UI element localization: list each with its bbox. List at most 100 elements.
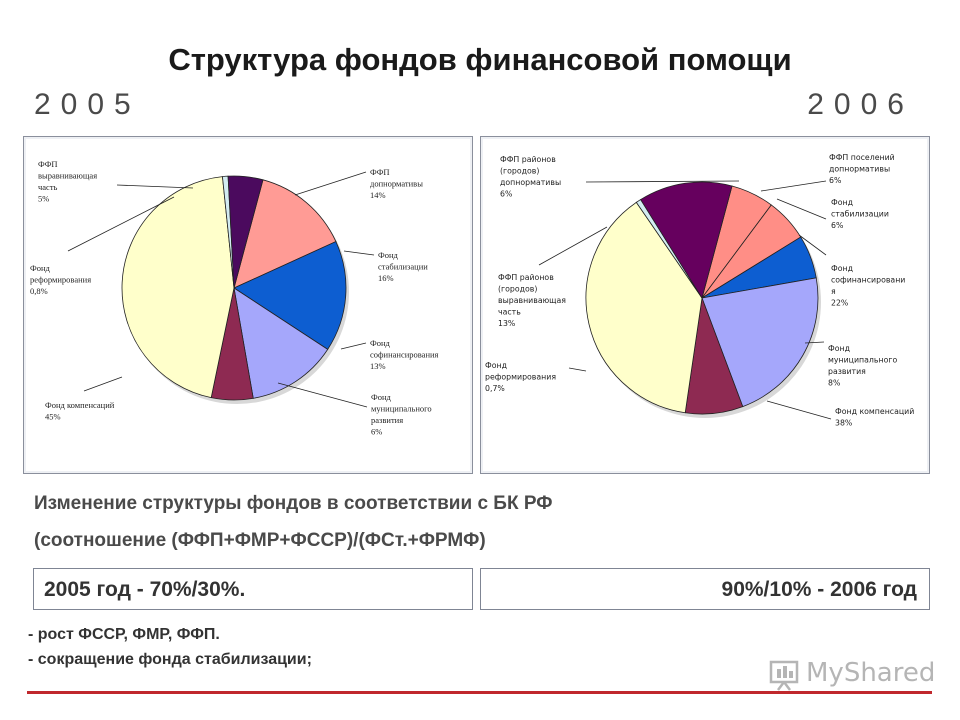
- pie-slice: [233, 179, 337, 289]
- ratio-2006-box: 90%/10% - 2006 год: [480, 568, 930, 610]
- pie-slice-label: Фонд софинансировани я 22%: [831, 264, 905, 308]
- pie-slice-label: Фонд реформирования 0,7%: [485, 361, 556, 393]
- pie-slice-label-line: ФФП поселений: [829, 153, 895, 162]
- pie-slice-label: ФФП выравнивающая часть 5%: [38, 159, 97, 204]
- pie-slice-label-line: 6%: [371, 427, 382, 437]
- pie-slice-label-line: я: [831, 287, 836, 296]
- pie-slice-label-line: допнормативы: [370, 179, 423, 189]
- pie-slice-label-line: Фонд компенсаций: [835, 407, 914, 416]
- caption-line-1: Изменение структуры фондов в соответстви…: [34, 493, 553, 514]
- pie-slice-label: Фонд стабилизации 6%: [831, 198, 889, 230]
- pie-slice-label-line: ФФП районов: [500, 155, 556, 164]
- ratio-2005-box: 2005 год - 70%/30%.: [33, 568, 473, 610]
- pie-slice-label-line: 38%: [835, 419, 852, 428]
- pie-slice-label-line: 13%: [498, 319, 515, 328]
- pie-slice-label-line: 8%: [828, 379, 840, 388]
- pie-slice-label-line: 14%: [370, 190, 386, 200]
- pie-slice-label: ФФП районов (городов) выравнивающая часть 13…: [498, 273, 566, 328]
- note-growth: - рост ФССР, ФМР, ФФП.: [28, 626, 220, 643]
- pie-slice: [233, 241, 347, 350]
- presentation-icon: [769, 660, 799, 691]
- pie-slice-label-line: Фонд компенсаций: [45, 400, 115, 410]
- pie-leader-line: [67, 196, 175, 252]
- pie-slice-label-line: стабилизации: [831, 210, 889, 219]
- pie-leader-line: [568, 367, 587, 372]
- pie-leader-line: [776, 198, 827, 220]
- pie-slice-label-line: Фонд: [371, 392, 392, 402]
- pie-chart-2006-panel: ФФП районов (городов) допнормативы 6% ФФП по…: [480, 136, 930, 474]
- page-title: Структура фондов финансовой помощи: [168, 42, 792, 77]
- pie-slice-label: ФФП районов (городов) допнормативы 6%: [500, 155, 561, 199]
- pie-slice-label: ФФП поселений допнормативы 6%: [829, 153, 895, 185]
- pie-leader-line: [343, 250, 375, 256]
- pie-slice: [121, 176, 235, 399]
- pie-slice: [227, 175, 264, 289]
- pie-slice-label: Фонд стабилизации 16%: [378, 250, 428, 283]
- myshared-logo: MyShared: [768, 656, 935, 692]
- pie-slice-label-line: (городов): [498, 285, 537, 294]
- pie-leader-line: [277, 382, 368, 408]
- ratio-2005-text: 2005 год - 70%/30%.: [44, 578, 246, 601]
- pie-slice: [233, 287, 329, 399]
- pie-leader-line: [116, 184, 194, 189]
- pie-slice-label-line: выравнивающая: [498, 296, 566, 305]
- pie-slice-label-line: 45%: [45, 412, 61, 422]
- pie-slice-label-line: (городов): [500, 167, 539, 176]
- pie-leader-line: [294, 171, 367, 196]
- pie-slice-label: Фонд муниципального развития 8%: [828, 344, 897, 388]
- pie-slice-label: Фонд софинансирования 13%: [370, 338, 439, 371]
- note-reduction: - сокращение фонда стабилизации;: [28, 651, 312, 668]
- pie-leader-line: [766, 400, 832, 420]
- pie-leader-line: [340, 342, 367, 350]
- pie-slice-label: Фонд реформирования 0,8%: [30, 263, 91, 296]
- pie-leader-line: [798, 234, 827, 256]
- logo-text: MyShared: [806, 658, 936, 688]
- pie-slice-label-line: допнормативы: [500, 178, 561, 187]
- pie-slice-label-line: допнормативы: [829, 165, 890, 174]
- pie-leader-line: [804, 341, 825, 344]
- pie-chart-2006: ФФП районов (городов) допнормативы 6% ФФП по…: [485, 153, 914, 428]
- pie-slice: [640, 181, 733, 299]
- pie-slice-label: Фонд компенсаций 45%: [45, 400, 115, 422]
- caption-line-2: (соотношение (ФФП+ФМР+ФССР)/(ФСт.+ФРМФ): [34, 530, 486, 551]
- pie-leader-line: [760, 180, 827, 192]
- pie-slice-label-line: софинансирования: [370, 350, 439, 360]
- pie-slice-label-line: Фонд: [370, 338, 391, 348]
- pie-slice-label-line: Фонд: [30, 263, 51, 273]
- pie-slice-label-line: ФФП районов: [498, 273, 554, 282]
- pie-leader-line: [585, 180, 740, 183]
- pie-slice-label-line: Фонд: [828, 344, 850, 353]
- pie-slice-label-line: Фонд: [378, 250, 399, 260]
- pie-leader-line: [83, 376, 123, 392]
- pie-slice-label: Фонд компенсаций 38%: [835, 407, 914, 428]
- pie-slice-label-line: стабилизации: [378, 262, 428, 272]
- year-2005-label: 2005: [34, 88, 141, 121]
- pie-slice-label: ФФП допнормативы 14%: [370, 167, 423, 200]
- pie-leader-line: [538, 226, 608, 266]
- pie-slice-label-line: реформирования: [30, 275, 91, 285]
- pie-slice-label-line: развития: [371, 415, 403, 425]
- pie-slice-label-line: Фонд: [831, 264, 853, 273]
- pie-slice-label-line: ФФП: [38, 159, 58, 169]
- footer-divider: [27, 691, 932, 694]
- ratio-2006-text: 90%/10% - 2006 год: [721, 578, 917, 601]
- pie-chart-2005: ФФП допнормативы 14%Фонд стабилизации 16%Фон…: [30, 159, 439, 437]
- pie-slice-label: Фонд муниципального развития 6%: [371, 392, 432, 437]
- pie-slice-label-line: 6%: [500, 190, 512, 199]
- pie-slice-label-line: 5%: [38, 194, 49, 204]
- pie-slice-label-line: развития: [828, 367, 866, 376]
- pie-slice-label-line: часть: [38, 182, 58, 192]
- pie-slice-label-line: 0,7%: [485, 384, 505, 393]
- pie-slice-label-line: 6%: [831, 221, 843, 230]
- pie-slice-label-line: 13%: [370, 361, 386, 371]
- pie-slice-label-line: выравнивающая: [38, 171, 97, 181]
- pie-slice-label-line: муниципального: [371, 404, 432, 414]
- pie-slice-label-line: 0,8%: [30, 286, 48, 296]
- pie-slice-label-line: муниципального: [828, 356, 897, 365]
- pie-chart-2005-panel: ФФП допнормативы 14% Фонд стабилизации 16% Фон…: [23, 136, 473, 474]
- pie-slice-label-line: часть: [498, 308, 521, 317]
- pie-slice-label-line: 16%: [378, 273, 394, 283]
- pie-slice-label-line: ФФП: [370, 167, 390, 177]
- pie-slice-label-line: Фонд: [485, 361, 507, 370]
- pie-slice-label-line: софинансировани: [831, 276, 905, 285]
